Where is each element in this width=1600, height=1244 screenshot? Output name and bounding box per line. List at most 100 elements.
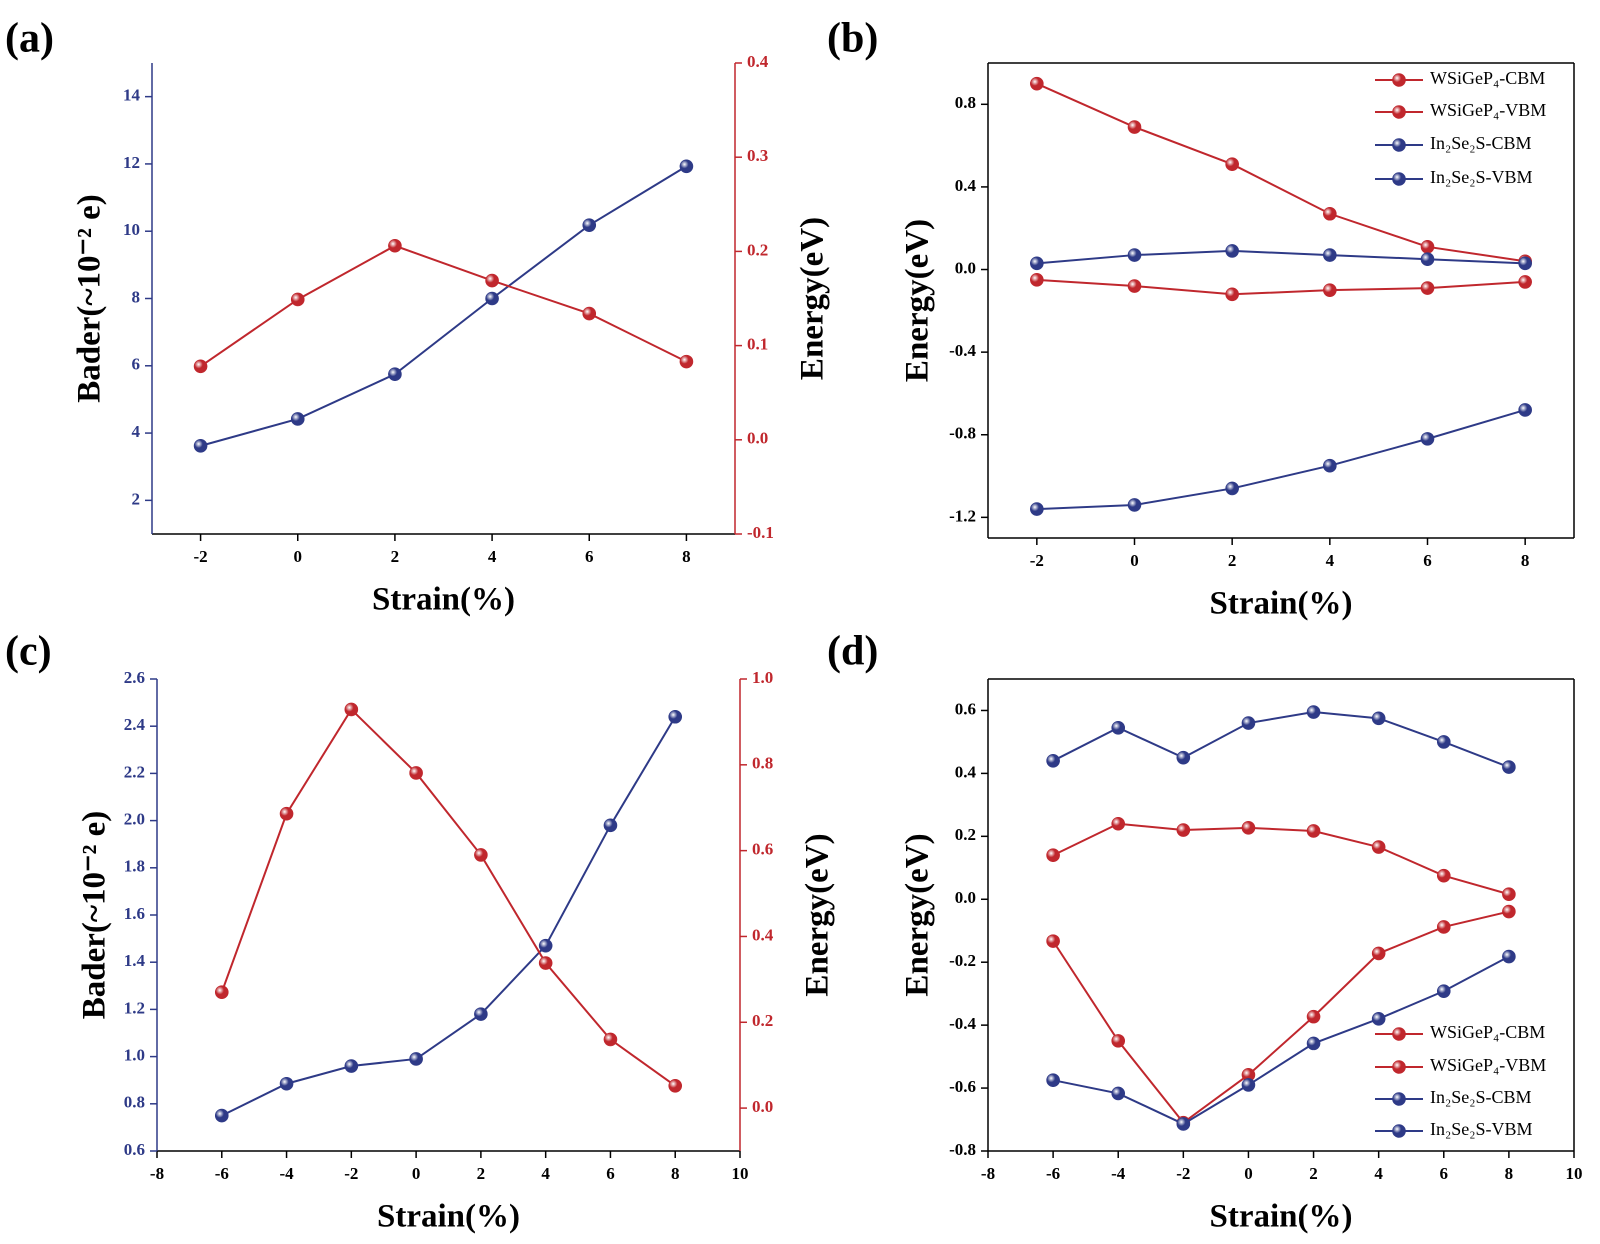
x-tick-label: 4 [541,1164,550,1183]
x-tick-label: -6 [215,1164,229,1183]
marker [1225,157,1239,171]
marker [1518,403,1532,417]
legend-label: WSiGeP₄-VBM [1430,1055,1546,1075]
legend-marker [1392,1092,1406,1106]
marker [344,702,359,717]
y-tick-label: 2.4 [124,715,146,734]
marker [1420,240,1435,254]
marker [1030,76,1044,91]
marker [1127,498,1142,512]
marker [603,1032,618,1047]
y-tick-label: 0.4 [955,176,977,195]
marker [485,273,499,288]
y-tick-label: 1.6 [124,904,145,923]
y2-axis-title: Energy(eV) [795,217,831,380]
y-tick-label: 0.8 [124,1093,145,1112]
marker [582,218,597,232]
x-tick-label: 8 [682,547,691,566]
marker [668,1078,683,1093]
marker [538,938,553,953]
x-tick-label: 4 [1326,551,1335,570]
series-line [1036,82,1526,263]
y-tick-label: 1.2 [124,998,145,1017]
panel-label: (a) [5,16,54,62]
y-tick-label: 14 [123,86,141,105]
y-tick-label: -0.8 [949,1140,976,1159]
x-tick-label: 8 [1505,1164,1514,1183]
marker [1046,848,1060,863]
panel-label: (d) [827,629,878,675]
x-tick-label: 8 [671,1164,680,1183]
y-tick-label: 2.0 [124,810,145,829]
y2-tick-label: 1.0 [752,668,773,687]
y-tick-label: 0.0 [955,258,976,277]
x-tick-label: -2 [1030,551,1044,570]
marker [1323,283,1337,297]
marker [474,848,488,862]
y-tick-label: 2.6 [124,668,145,687]
marker [1127,248,1142,262]
marker [1225,244,1239,258]
y-axis-title: Bader(~10⁻² e) [72,194,108,403]
marker [1046,1073,1060,1087]
legend-marker [1392,1027,1406,1041]
marker [1225,481,1239,496]
marker [474,1007,488,1021]
marker [344,1059,359,1073]
y-tick-label: 10 [123,220,140,239]
legend-marker [1392,1060,1406,1074]
x-axis-title: Strain(%) [372,582,515,618]
y2-tick-label: 0.6 [752,840,773,859]
x-tick-label: 6 [606,1164,615,1183]
x-tick-label: 6 [1440,1164,1449,1183]
marker [1176,823,1191,837]
marker [1111,816,1126,831]
y-axis-title: Energy(eV) [900,219,936,382]
y2-tick-label: 0.4 [747,52,769,71]
legend-marker [1392,1124,1406,1138]
x-tick-label: -2 [193,547,207,566]
y2-tick-label: 0.2 [752,1011,773,1030]
y2-tick-label: 0.8 [752,754,773,773]
y-tick-label: 0.6 [124,1140,145,1159]
marker [1323,458,1337,473]
marker [1127,120,1142,134]
marker [582,306,597,321]
y-axis-title: Bader(~10⁻² e) [77,811,113,1020]
marker [1371,840,1386,854]
y-tick-label: 6 [132,355,141,374]
x-tick-label: 2 [1228,551,1237,570]
x-tick-label: 10 [1566,1164,1583,1183]
legend-label: In₂Se₂S-CBM [1430,1087,1532,1107]
marker [1436,984,1451,998]
marker [1241,1078,1256,1092]
marker [1371,946,1386,961]
x-tick-label: 8 [1521,551,1530,570]
series-line [1052,910,1510,1125]
y-tick-label: 8 [132,287,141,306]
marker [409,1052,423,1066]
y-tick-label: -0.4 [949,1014,976,1033]
marker [538,956,553,970]
y-tick-label: 0.6 [955,699,976,718]
marker [1502,887,1516,902]
marker [485,291,499,306]
marker [1111,720,1126,735]
series-line [200,244,687,368]
x-tick-label: 10 [732,1164,749,1183]
marker [1420,252,1435,266]
series-line [1052,822,1510,896]
marker [679,354,694,369]
marker [1323,206,1337,221]
y-tick-label: -0.2 [949,951,976,970]
x-tick-label: -4 [1111,1164,1126,1183]
x-tick-label: 2 [391,547,400,566]
y2-tick-label: 0.3 [747,146,768,165]
legend-label: WSiGeP₄-CBM [1430,1022,1545,1042]
legend-marker [1392,73,1406,87]
marker [1176,750,1191,765]
series-line [1052,711,1510,769]
legend-label: In₂Se₂S-VBM [1430,1119,1533,1139]
marker [668,709,683,724]
series-line [1036,249,1526,265]
